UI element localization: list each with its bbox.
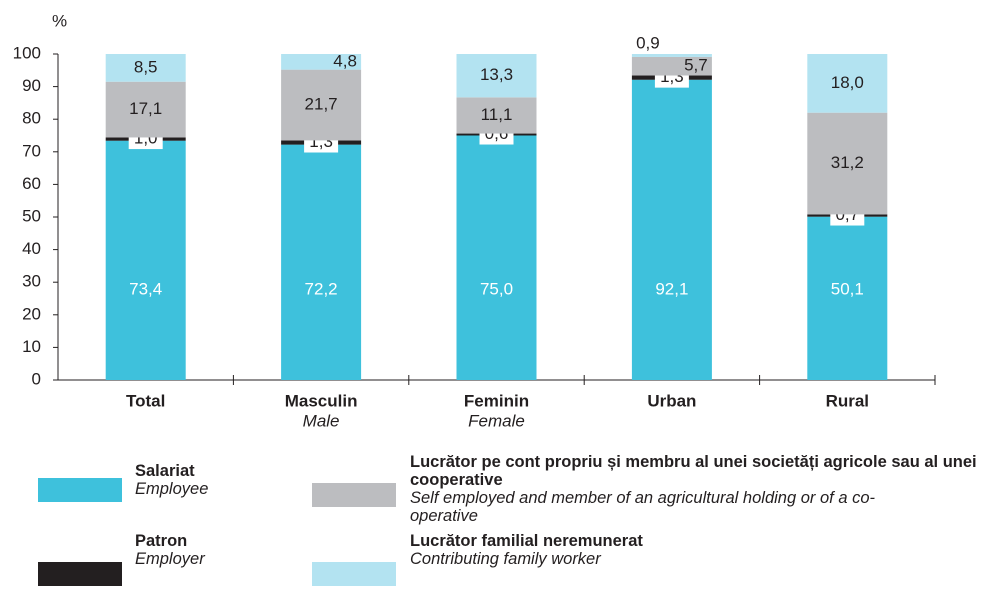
y-tick-label: 20 <box>22 304 41 323</box>
value-label: 75,0 <box>480 279 513 298</box>
legend-entry: Salariat Employee <box>135 462 208 498</box>
x-tick-label: Masculin <box>285 391 358 410</box>
bar-segment <box>631 79 712 380</box>
bar-segment <box>281 69 362 141</box>
legend-label: Patron <box>135 532 188 550</box>
legend-label-en: Self employed and member of an agricultu… <box>410 489 876 525</box>
legend-entry: Patron Employer <box>135 532 205 568</box>
x-tick-sublabel: Female <box>468 411 525 430</box>
y-tick-label: 10 <box>22 337 41 356</box>
bar-segment <box>105 54 186 82</box>
value-label: 0,9 <box>636 33 660 52</box>
x-tick-label: Urban <box>647 391 696 410</box>
value-label: 4,8 <box>333 51 357 70</box>
value-label: 21,7 <box>305 95 338 114</box>
x-tick-label: Feminin <box>464 391 529 410</box>
value-label: 17,1 <box>129 99 162 118</box>
bar-segment <box>807 216 888 380</box>
bar-segment <box>807 112 888 215</box>
legend-label-en: Employer <box>135 550 205 568</box>
value-label: 92,1 <box>655 279 688 298</box>
bar-segment <box>456 54 537 98</box>
x-tick-sublabel: Male <box>303 411 340 430</box>
bar-segment <box>105 140 186 380</box>
y-tick-label: 90 <box>22 76 41 95</box>
y-tick-label: 30 <box>22 272 41 291</box>
value-label: 72,2 <box>305 279 338 298</box>
legend-entry: Lucrător familial neremunerat Contributin… <box>410 532 643 568</box>
y-tick-label: 50 <box>22 206 41 225</box>
legend-swatch <box>312 483 396 507</box>
y-tick-label: 60 <box>22 174 41 193</box>
bar-segment <box>105 81 186 138</box>
bar-segment <box>456 135 537 380</box>
legend-swatch <box>38 562 122 586</box>
y-tick-label: 70 <box>22 141 41 160</box>
legend-label-en: Employee <box>135 480 209 498</box>
legend-label: Salariat <box>135 462 195 480</box>
bar-segment <box>807 54 888 113</box>
legend-label: Lucrător familial neremunerat <box>410 532 643 550</box>
bar-segment <box>281 54 362 70</box>
value-label: 8,5 <box>134 57 158 76</box>
y-axis-label: % <box>52 11 67 30</box>
y-tick-label: 100 <box>13 43 41 62</box>
value-label: 18,0 <box>831 73 864 92</box>
legend-swatch <box>38 478 122 502</box>
value-label: 50,1 <box>831 279 864 298</box>
x-tick-label: Total <box>126 391 165 410</box>
x-tick-label: Rural <box>826 391 869 410</box>
bar-segment <box>456 97 537 134</box>
legend-entry: Lucrător pe cont propriu și membru al un… <box>410 453 995 525</box>
value-label: 5,7 <box>684 56 708 75</box>
value-label: 73,4 <box>129 279 162 298</box>
value-label: 11,1 <box>481 105 513 124</box>
value-label: 31,2 <box>831 153 864 172</box>
legend-label-en: Contributing family worker <box>410 550 601 568</box>
bar-segment <box>281 144 362 380</box>
legend-label: Lucrător pe cont propriu și membru al un… <box>410 453 977 489</box>
legend-swatch <box>312 562 396 586</box>
y-tick-label: 0 <box>32 369 41 388</box>
bar-segment <box>631 54 712 57</box>
y-tick-label: 80 <box>22 109 41 128</box>
bar-segment <box>631 56 712 76</box>
y-tick-label: 40 <box>22 239 41 258</box>
value-label: 13,3 <box>480 65 513 84</box>
